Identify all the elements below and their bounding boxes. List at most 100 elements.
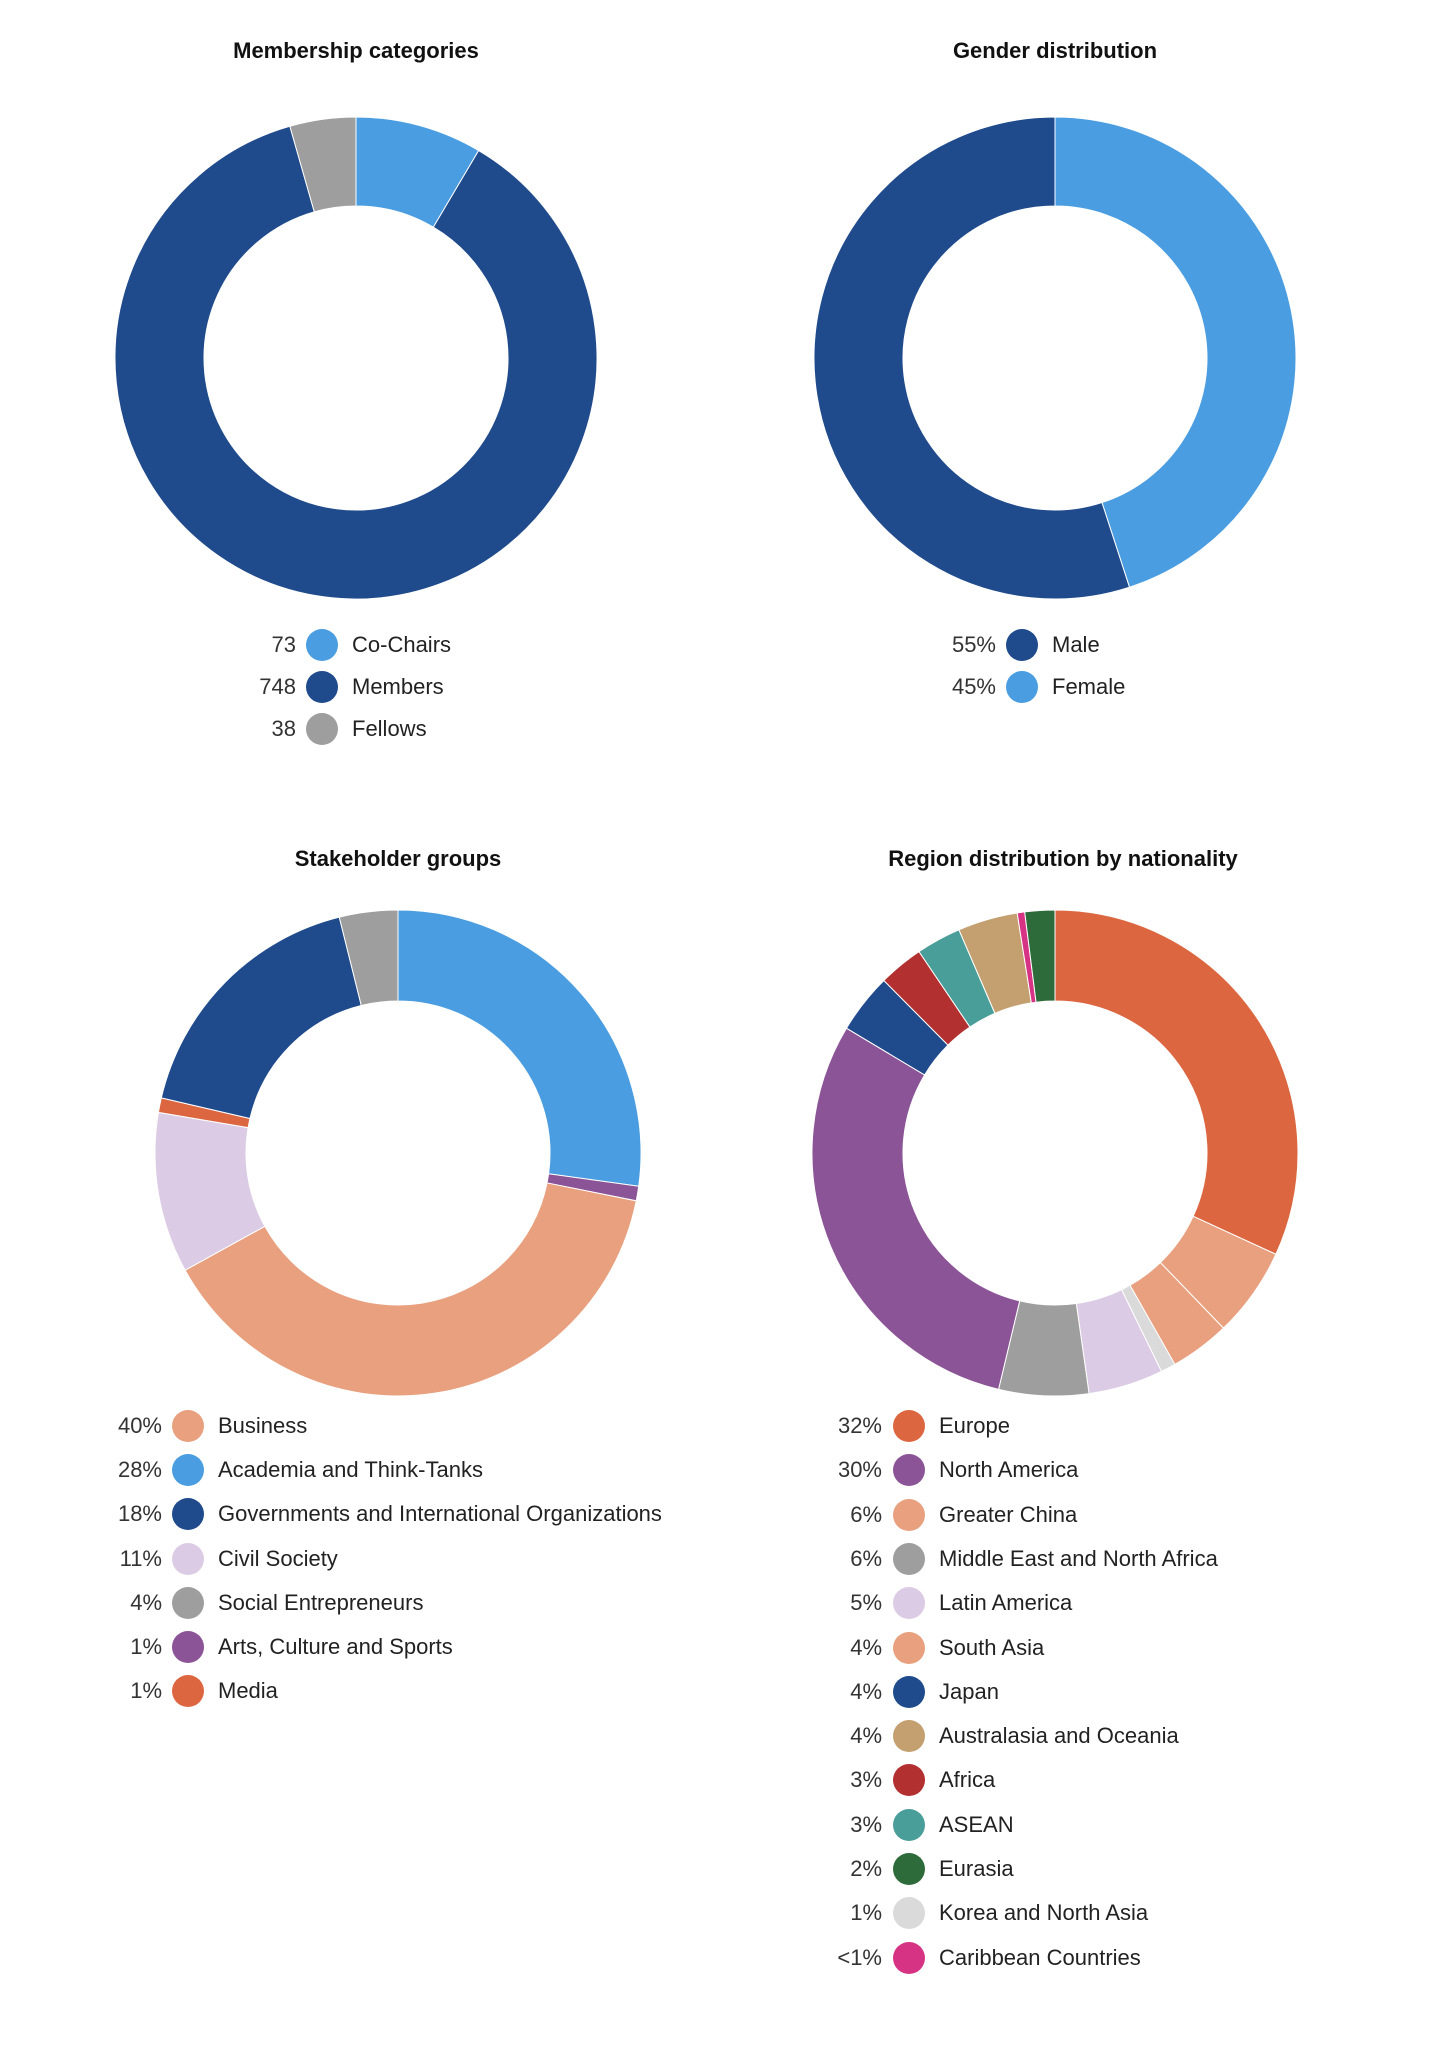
legend-swatch xyxy=(1006,671,1038,703)
slice-members xyxy=(114,125,598,600)
legend-swatch xyxy=(172,1498,204,1531)
legend-value: 11% xyxy=(119,1545,162,1571)
legend-swatch xyxy=(893,1454,925,1487)
legend-swatch xyxy=(893,1498,925,1531)
donut-chart xyxy=(813,116,1297,600)
slice-social-entrepreneurs xyxy=(338,909,399,1007)
legend-swatch xyxy=(893,1587,925,1620)
legend-value: 55% xyxy=(951,632,996,657)
legend-value: 1% xyxy=(130,1678,162,1704)
legend-value: 5% xyxy=(850,1590,882,1616)
legend-label: Male xyxy=(1052,632,1100,657)
legend-item-governments-and-international-organizations: 18% Governments and International Organiz… xyxy=(0,1497,1443,1531)
slice-europe xyxy=(1054,909,1299,1255)
chart-title: Region distribution by nationality xyxy=(888,846,1238,871)
legend-swatch xyxy=(1006,629,1038,661)
legend-item-civil-society: 11% Civil Society xyxy=(0,1542,1443,1576)
slice-fellows xyxy=(289,116,357,213)
legend-value: 18% xyxy=(117,1501,162,1527)
legend-value: 4% xyxy=(850,1634,882,1660)
legend-value: 6% xyxy=(850,1545,882,1571)
legend-value: 3% xyxy=(850,1811,882,1837)
slice-business xyxy=(184,1182,637,1397)
legend-item-north-america: 30% North America xyxy=(0,1453,1443,1487)
legend-swatch xyxy=(172,1542,204,1575)
legend-label: Governments and International Organizati… xyxy=(218,1501,662,1527)
legend-value: 3% xyxy=(850,1767,882,1793)
legend-value: 38 xyxy=(271,716,296,741)
slice-male xyxy=(813,116,1131,600)
legend-item-latin-america: 5% Latin America xyxy=(0,1586,1443,1620)
legend-item-caribbean-countries: <1% Caribbean Countries xyxy=(0,1941,1443,1975)
legend-value: 45% xyxy=(951,674,996,699)
legend-item-members: 748 Members xyxy=(0,670,1443,704)
legend-label: Middle East and North Africa xyxy=(939,1545,1218,1571)
chart-title: Stakeholder groups xyxy=(294,846,502,871)
legend-swatch xyxy=(172,1631,204,1663)
legend-swatch xyxy=(893,1675,925,1708)
legend-label: Female xyxy=(1052,674,1126,699)
legend-item-business: 40% Business xyxy=(0,1409,1443,1443)
chart-title: Gender distribution xyxy=(952,38,1158,63)
legend-value: 73 xyxy=(271,632,296,657)
slice-governments-and-international-organizations xyxy=(160,916,362,1120)
legend-swatch xyxy=(172,1675,204,1708)
legend-label: Australasia and Oceania xyxy=(939,1723,1179,1749)
legend-swatch xyxy=(893,1410,925,1442)
legend-swatch xyxy=(893,1853,925,1885)
legend-item-arts-culture-and-sports: 1% Arts, Culture and Sports xyxy=(0,1630,1443,1664)
legend-swatch xyxy=(893,1542,925,1575)
legend-item-australasia-and-oceania: 4% Australasia and Oceania xyxy=(0,1719,1443,1753)
legend-item-fellows: 38 Fellows xyxy=(0,712,1443,746)
legend-swatch xyxy=(893,1764,925,1797)
legend-item-africa: 3% Africa xyxy=(0,1763,1443,1797)
legend-label: Korea and North Asia xyxy=(939,1900,1149,1926)
slice-eurasia xyxy=(1024,909,1056,1003)
legend-swatch xyxy=(306,713,338,745)
legend-label: Social Entrepreneurs xyxy=(218,1589,424,1615)
legend-label: Members xyxy=(352,674,444,699)
legend-label: Business xyxy=(218,1413,308,1438)
legend-swatch xyxy=(893,1720,925,1753)
legend-item-europe: 32% Europe xyxy=(0,1409,1443,1443)
legend-label: Academia and Think-Tanks xyxy=(218,1457,483,1483)
legend-value: 30% xyxy=(837,1457,882,1483)
legend-label: Co-Chairs xyxy=(352,632,452,657)
legend-item-media: 1% Media xyxy=(0,1674,1443,1708)
legend-item-greater-china: 6% Greater China xyxy=(0,1498,1443,1532)
legend-swatch xyxy=(306,629,338,661)
donut-chart xyxy=(114,116,598,600)
legend-value: 2% xyxy=(850,1856,882,1881)
legend-label: Japan xyxy=(939,1678,999,1704)
legend-label: Arts, Culture and Sports xyxy=(218,1634,453,1659)
legend-swatch xyxy=(172,1586,204,1619)
legend-label: Civil Society xyxy=(218,1545,338,1571)
legend-item-female: 45% Female xyxy=(0,670,1443,704)
legend-value: 6% xyxy=(850,1501,882,1527)
slice-female xyxy=(1054,116,1297,588)
legend-item-social-entrepreneurs: 4% Social Entrepreneurs xyxy=(0,1586,1443,1620)
legend-item-co-chairs: 73 Co-Chairs xyxy=(0,628,1443,662)
legend-label: South Asia xyxy=(939,1634,1045,1660)
legend-label: Eurasia xyxy=(939,1856,1014,1881)
legend-swatch xyxy=(306,671,338,703)
legend-value: 32% xyxy=(837,1413,882,1438)
legend-value: 748 xyxy=(259,674,296,699)
slice-academia-and-think-tanks xyxy=(397,909,642,1187)
legend-item-academia-and-think-tanks: 28% Academia and Think-Tanks xyxy=(0,1453,1443,1487)
donut-chart xyxy=(154,909,642,1397)
legend-label: Latin America xyxy=(939,1590,1073,1616)
slice-north-america xyxy=(811,1027,1021,1390)
legend-swatch xyxy=(172,1454,204,1487)
chart-title: Membership categories xyxy=(233,38,479,63)
legend-value: <1% xyxy=(837,1944,882,1970)
legend-label: Africa xyxy=(939,1767,996,1793)
legend-swatch xyxy=(893,1897,925,1930)
legend-label: Greater China xyxy=(939,1501,1078,1527)
legend-label: ASEAN xyxy=(939,1811,1014,1837)
legend-item-south-asia: 4% South Asia xyxy=(0,1631,1443,1665)
legend-swatch xyxy=(893,1941,925,1974)
legend-label: Europe xyxy=(939,1413,1010,1438)
legend-swatch xyxy=(893,1631,925,1664)
legend-swatch xyxy=(893,1808,925,1841)
